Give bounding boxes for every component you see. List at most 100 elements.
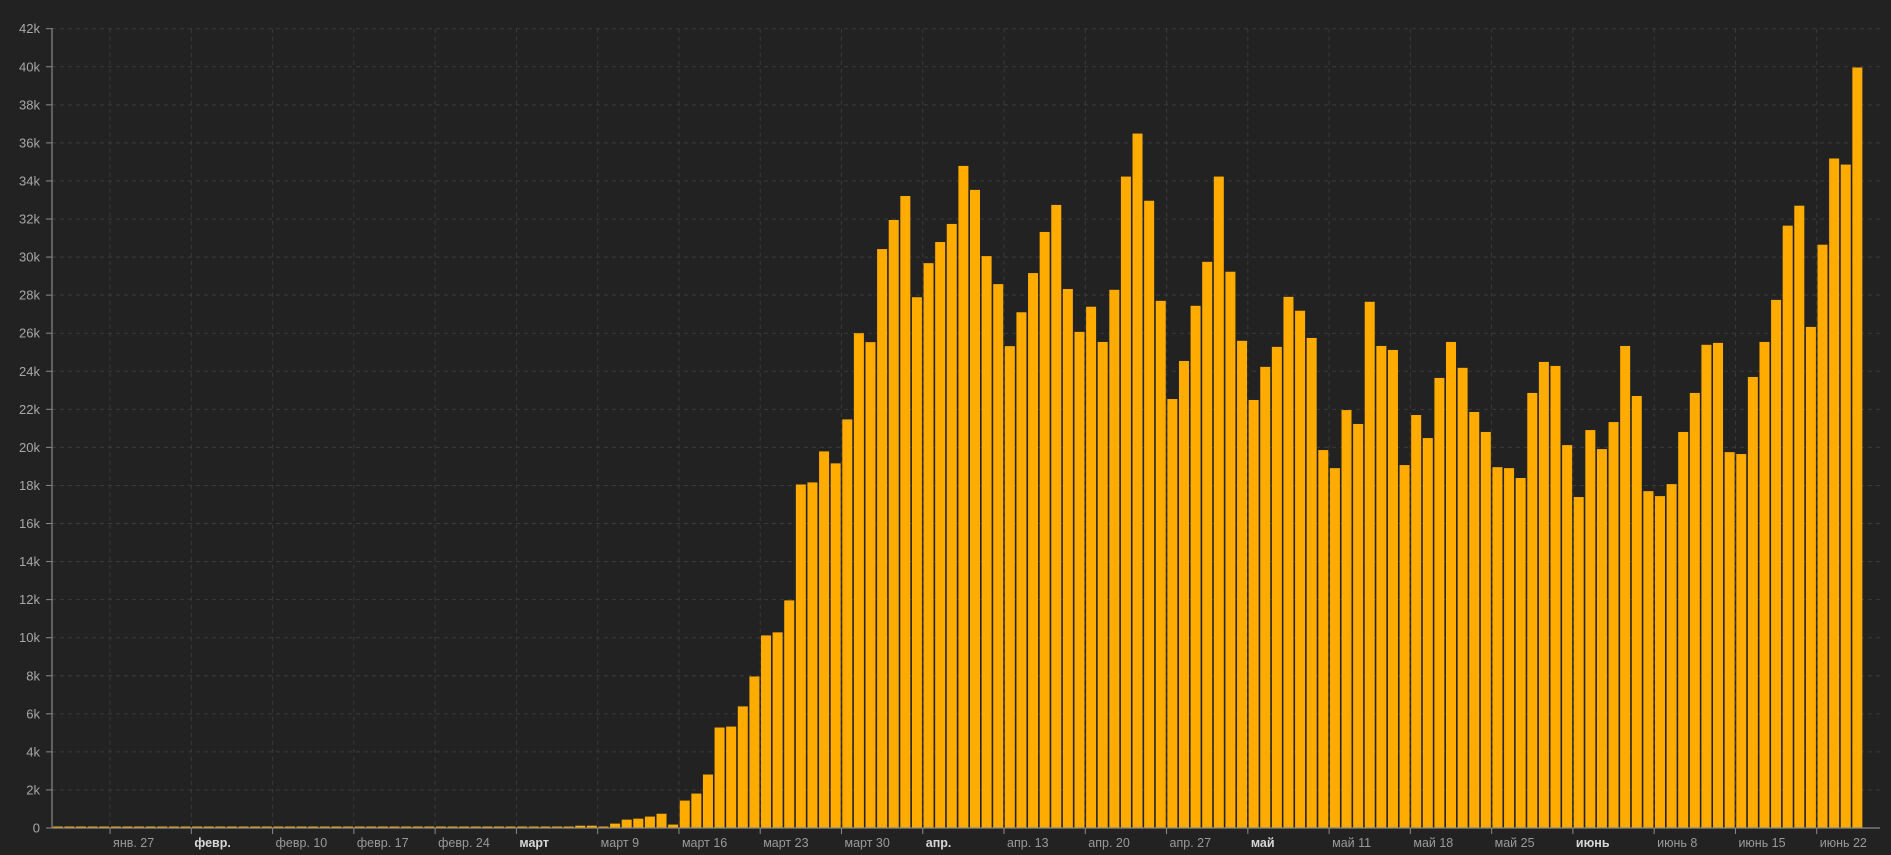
- bar-2020-05-07: [1283, 296, 1294, 829]
- bar-2020-04-18: [1062, 289, 1073, 828]
- y-tick-label: 0: [33, 821, 40, 836]
- bar-2020-03-27: [807, 482, 818, 828]
- bar-2020-05-04: [1248, 399, 1259, 828]
- bar-2020-04-12: [993, 284, 1004, 829]
- bars: [52, 67, 1863, 829]
- x-tick-label: май 18: [1413, 836, 1453, 850]
- bar-2020-02-13: [308, 826, 319, 828]
- bar-2020-01-25: [87, 826, 98, 828]
- x-tick-label: июнь: [1576, 836, 1610, 850]
- bar-2020-04-06: [923, 263, 934, 828]
- bar-2020-03-06: [563, 826, 574, 828]
- x-tick-label: февр. 24: [438, 836, 490, 850]
- x-tick-label: март 16: [682, 836, 727, 850]
- y-tick-label: 36k: [19, 135, 40, 150]
- bar-2020-03-07: [575, 825, 586, 828]
- bar-2020-05-16: [1387, 349, 1398, 828]
- bar-2020-04-22: [1109, 289, 1120, 828]
- bar-2020-01-24: [76, 826, 87, 828]
- axes: [46, 28, 1880, 834]
- bar-2020-05-13: [1353, 423, 1364, 828]
- bar-2020-06-11: [1689, 392, 1700, 828]
- bar-2020-03-21: [737, 706, 748, 828]
- x-tick-label: апр.: [926, 836, 952, 850]
- x-tick-label: март 23: [763, 836, 808, 850]
- bar-2020-05-29: [1538, 361, 1549, 828]
- bar-2020-05-05: [1260, 366, 1271, 828]
- bar-2020-05-14: [1364, 301, 1375, 828]
- bar-2020-05-27: [1515, 478, 1526, 828]
- bar-2020-04-15: [1028, 273, 1039, 828]
- bar-2020-04-03: [888, 219, 899, 828]
- y-tick-label: 16k: [19, 516, 40, 531]
- bar-2020-03-24: [772, 632, 783, 828]
- bar-2020-06-10: [1678, 431, 1689, 828]
- x-tick-label: март 9: [601, 836, 639, 850]
- bar-2020-02-02: [180, 826, 191, 828]
- y-tick-label: 8k: [26, 668, 40, 683]
- bar-2020-05-25: [1492, 467, 1503, 828]
- y-tick-label: 38k: [19, 97, 40, 112]
- bar-2020-05-11: [1329, 468, 1340, 828]
- y-tick-label: 14k: [19, 554, 40, 569]
- x-tick-labels: янв. 27 февр. февр. 10 февр. 17 февр. 24 март…: [113, 836, 1867, 850]
- x-tick-label: янв. 27: [113, 836, 154, 850]
- bar-2020-06-08: [1654, 496, 1665, 828]
- bar-2020-02-03: [192, 826, 203, 828]
- bar-2020-03-14: [656, 813, 667, 828]
- bar-2020-06-16: [1747, 376, 1758, 828]
- bar-2020-01-27: [110, 826, 121, 828]
- bar-2020-03-10: [610, 823, 621, 828]
- bar-2020-03-31: [853, 333, 864, 828]
- y-tick-label: 34k: [19, 173, 40, 188]
- x-tick-label: май 11: [1332, 836, 1371, 850]
- x-tick-label: июнь 8: [1657, 836, 1697, 850]
- y-tick-label: 6k: [26, 706, 40, 721]
- bar-2020-03-22: [749, 676, 760, 828]
- bar-2020-05-06: [1271, 346, 1282, 828]
- bar-2020-05-31: [1562, 445, 1573, 828]
- bar-2020-05-08: [1295, 310, 1306, 828]
- bar-2020-06-01: [1573, 497, 1584, 828]
- y-tick-label: 18k: [19, 478, 40, 493]
- bar-2020-04-29: [1190, 305, 1201, 828]
- bar-2020-02-29: [493, 826, 504, 828]
- bar-2020-06-12: [1701, 344, 1712, 828]
- bar-2020-05-26: [1504, 468, 1515, 828]
- y-tick-label: 42k: [19, 21, 40, 36]
- bar-2020-05-28: [1527, 392, 1538, 828]
- bar-2020-04-25: [1144, 200, 1155, 829]
- bar-2020-06-17: [1759, 341, 1770, 828]
- bar-2020-02-17: [354, 826, 365, 828]
- bar-2020-05-19: [1422, 438, 1433, 828]
- bar-2020-05-17: [1399, 465, 1410, 828]
- bar-2020-04-26: [1155, 300, 1166, 829]
- bar-2020-04-11: [981, 256, 992, 828]
- bar-2020-03-17: [691, 793, 702, 828]
- bar-2020-04-23: [1120, 176, 1131, 828]
- bar-2020-02-28: [482, 826, 493, 828]
- bar-2020-04-19: [1074, 331, 1085, 828]
- bar-2020-06-19: [1782, 225, 1793, 829]
- bar-2020-05-24: [1480, 431, 1491, 828]
- bar-2020-03-04: [540, 826, 551, 828]
- bar-2020-03-11: [621, 819, 632, 828]
- bar-2020-01-30: [145, 826, 156, 828]
- y-tick-label: 32k: [19, 212, 40, 227]
- bar-2020-05-22: [1457, 367, 1468, 828]
- bar-2020-03-30: [842, 419, 853, 828]
- bar-2020-05-01: [1213, 176, 1224, 828]
- y-tick-label: 12k: [19, 592, 40, 607]
- y-tick-label: 2k: [26, 782, 40, 797]
- y-tick-label: 40k: [19, 59, 40, 74]
- bar-2020-03-25: [784, 600, 795, 828]
- bar-2020-06-24: [1840, 164, 1851, 828]
- y-tick-label: 24k: [19, 364, 40, 379]
- bar-2020-04-28: [1178, 360, 1189, 828]
- x-tick-label: июнь 22: [1820, 836, 1867, 850]
- bar-2020-02-21: [401, 826, 412, 828]
- bar-2020-05-02: [1225, 271, 1236, 829]
- bar-2020-04-30: [1202, 261, 1213, 829]
- bar-2020-03-29: [830, 463, 841, 828]
- x-tick-label: февр.: [194, 836, 231, 850]
